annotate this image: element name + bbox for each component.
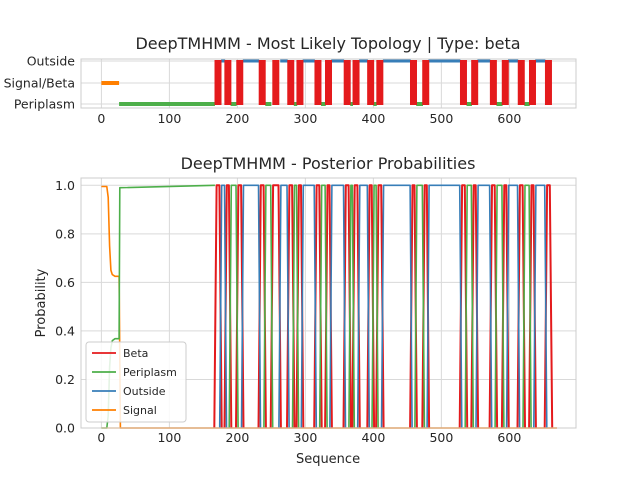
periplasm-peak-5 xyxy=(371,184,379,429)
beta-strand-11 xyxy=(367,60,375,105)
topology-panel: DeepTMHMM - Most Likely Topology | Type:… xyxy=(4,34,577,127)
periplasm-peak-1 xyxy=(263,184,274,429)
posterior-frame xyxy=(80,177,577,429)
top-x-tick-400: 400 xyxy=(361,111,385,126)
periplasm-peak-9 xyxy=(522,184,532,429)
beta-strand-0 xyxy=(214,60,222,105)
bot-y-tick-0.2: 0.2 xyxy=(55,372,75,387)
bot-x-tick-0: 0 xyxy=(97,430,105,445)
beta-strand-13 xyxy=(409,60,417,105)
topology-frame xyxy=(80,58,577,109)
periplasm-peak-3 xyxy=(318,184,328,429)
bot-x-tick-200: 200 xyxy=(225,430,249,445)
beta-strand-4 xyxy=(272,60,280,105)
bot-x-tick-400: 400 xyxy=(361,430,385,445)
outside-plateau-2 xyxy=(278,184,290,429)
beta-strand-20 xyxy=(528,60,536,105)
top-x-tick-500: 500 xyxy=(429,111,453,126)
beta-strand-16 xyxy=(471,60,479,105)
outside-plateau-10 xyxy=(533,184,548,429)
top-x-tick-100: 100 xyxy=(157,111,181,126)
topology-marks xyxy=(101,59,552,106)
outside-plateau-3 xyxy=(300,184,318,429)
beta-strand-18 xyxy=(501,60,509,105)
bot-y-tick-0.0: 0.0 xyxy=(55,421,75,436)
outside-plateau-4 xyxy=(329,184,347,429)
outside-plateau-1 xyxy=(240,184,262,429)
outside-plateau-8 xyxy=(475,184,493,429)
beta-strand-5 xyxy=(287,60,295,105)
outside-plateau-9 xyxy=(505,184,521,429)
legend-label-periplasm: Periplasm xyxy=(123,366,177,379)
beta-strand-17 xyxy=(489,60,497,105)
topology-ticks: 0 100 200 300 400 500 600 Periplasm Signal/Beta O… xyxy=(4,54,522,127)
beta-strand-6 xyxy=(296,60,304,105)
periplasm-peak-0 xyxy=(228,184,239,429)
beta-strand-21 xyxy=(544,60,552,105)
bot-y-tick-1.0: 1.0 xyxy=(55,178,75,193)
beta-strand-14 xyxy=(422,60,430,105)
topology-title: DeepTMHMM - Most Likely Topology | Type:… xyxy=(135,34,520,53)
top-x-tick-300: 300 xyxy=(293,111,317,126)
beta-strand-12 xyxy=(376,60,384,105)
periplasm-peak-8 xyxy=(494,184,505,429)
bot-y-tick-0.8: 0.8 xyxy=(55,226,75,241)
posterior-ticks: 0 100 200 300 400 500 600 0.0 0.2 0.4 0.6 0.8 1.0 xyxy=(55,178,521,445)
beta-strand-8 xyxy=(325,60,332,105)
periplasm-peak-2 xyxy=(291,184,300,429)
top-y-tick-1: Signal/Beta xyxy=(4,76,75,91)
legend-box xyxy=(85,341,187,423)
legend-label-signal: Signal xyxy=(123,404,157,417)
bot-x-tick-600: 600 xyxy=(497,430,521,445)
beta-strand-9 xyxy=(343,60,351,105)
legend-label-beta: Beta xyxy=(123,347,148,360)
beta-strand-1 xyxy=(224,60,232,105)
bot-y-tick-0.4: 0.4 xyxy=(55,323,75,338)
outside-plateau-7 xyxy=(426,184,463,429)
y-axis-label: Probability xyxy=(34,268,49,337)
periplasm-peak-6 xyxy=(414,184,426,429)
outside-plateau-0 xyxy=(218,184,228,429)
top-x-tick-200: 200 xyxy=(225,111,249,126)
legend-label-outside: Outside xyxy=(123,385,166,398)
bot-x-tick-300: 300 xyxy=(293,430,317,445)
beta-strand-19 xyxy=(517,60,525,105)
posterior-lines xyxy=(101,184,557,429)
top-y-tick-0: Periplasm xyxy=(14,97,75,112)
beta-strand-15 xyxy=(459,60,467,105)
top-x-tick-0: 0 xyxy=(97,111,105,126)
x-axis-label: Sequence xyxy=(296,452,360,467)
posterior-panel: DeepTMHMM - Posterior Probabilities 0 100… xyxy=(34,154,577,467)
posterior-title: DeepTMHMM - Posterior Probabilities xyxy=(181,154,476,173)
beta-strand-2 xyxy=(236,60,244,105)
bot-x-tick-500: 500 xyxy=(429,430,453,445)
bot-x-tick-100: 100 xyxy=(157,430,181,445)
beta-strand-7 xyxy=(314,60,322,105)
outside-plateau-5 xyxy=(356,184,371,429)
legend: Beta Periplasm Outside Signal xyxy=(85,341,187,423)
periplasm-peak-4 xyxy=(348,184,356,429)
top-x-tick-600: 600 xyxy=(497,111,521,126)
periplasm-peak-7 xyxy=(464,184,475,429)
beta-strand-3 xyxy=(258,60,266,105)
top-y-tick-2: Outside xyxy=(27,54,76,69)
beta-strand-10 xyxy=(352,60,360,105)
outside-plateau-6 xyxy=(380,184,413,429)
bot-y-tick-0.6: 0.6 xyxy=(55,275,75,290)
